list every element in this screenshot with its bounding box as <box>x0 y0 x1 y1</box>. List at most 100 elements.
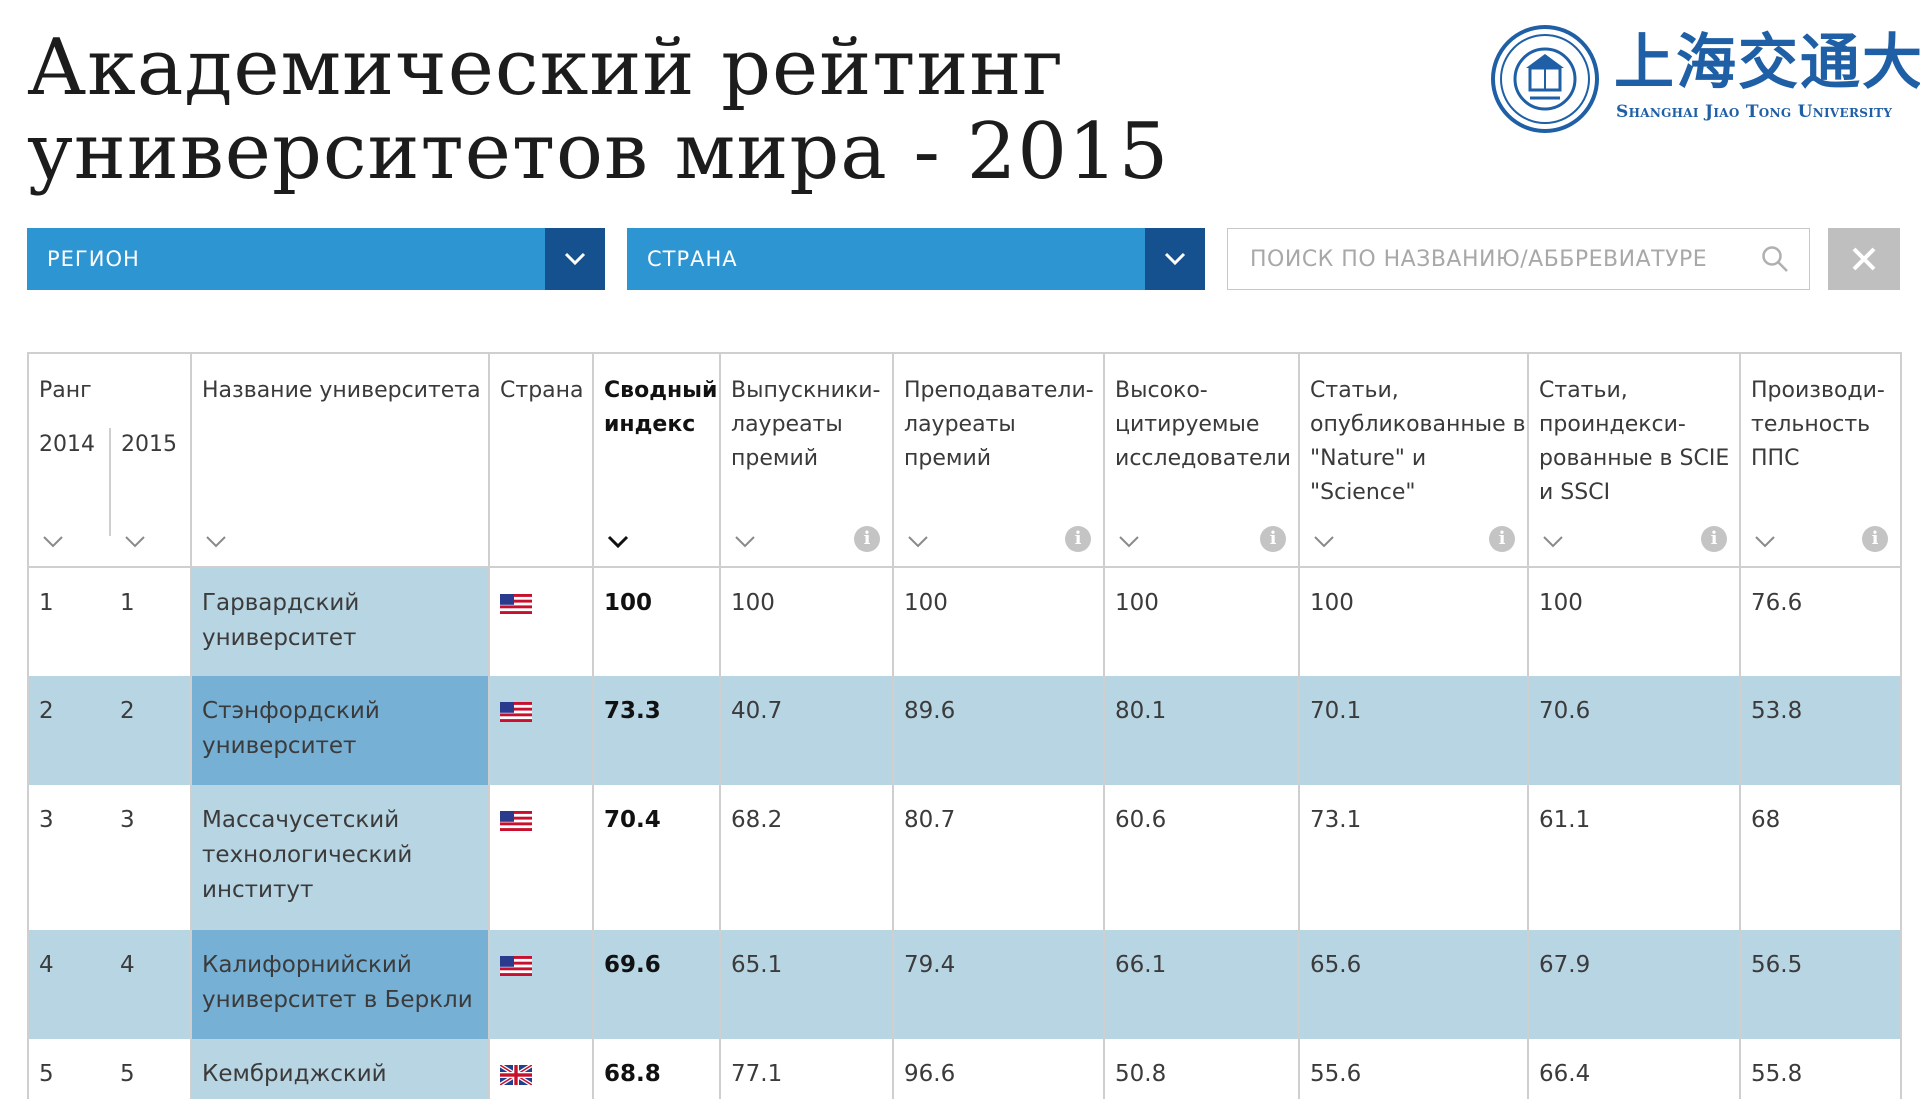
alumni-cell: 77.1 <box>719 1039 895 1099</box>
sort-chevron-icon[interactable] <box>1541 534 1565 550</box>
country-select[interactable]: СТРАНА <box>627 228 1205 290</box>
ns-cell: 55.6 <box>1298 1039 1530 1099</box>
table-row[interactable]: 2 2 Стэнфордский университет 73.3 40.7 8… <box>27 676 1903 785</box>
pcp-cell: 68 <box>1739 785 1903 930</box>
total-score-cell: 73.3 <box>592 676 722 785</box>
info-icon[interactable]: i <box>1065 526 1092 552</box>
award-cell: 79.4 <box>892 930 1106 1039</box>
rank-2015-cell: 2 <box>110 676 193 785</box>
table-row[interactable]: 1 1 Гарвардский университет 100 100 100 … <box>27 567 1903 676</box>
table-row[interactable]: 4 4 Калифорнийский университет в Беркли … <box>27 930 1903 1039</box>
university-name-cell[interactable]: Калифорнийский университет в Беркли <box>190 930 491 1039</box>
award-column-header[interactable]: Преподаватели-лауреаты премий i <box>892 352 1106 568</box>
rank-2015-header[interactable]: 2015 <box>121 432 177 457</box>
university-name-chinese: 上海交通大學 <box>1614 28 1920 98</box>
total-score-column-header[interactable]: Сводный индекс <box>592 352 722 568</box>
country-column-header[interactable]: Страна <box>488 352 595 568</box>
ns-cell: 73.1 <box>1298 785 1530 930</box>
pcp-cell: 56.5 <box>1739 930 1903 1039</box>
pub-header-label: Статьи, проиндекси-рованные в SCIE и SSC… <box>1539 378 1730 505</box>
ns-header-label: Статьи, опубликованные в "Nature" и "Sci… <box>1310 378 1526 505</box>
award-header-label: Преподаватели-лауреаты премий <box>904 378 1094 471</box>
name-column-header[interactable]: Название университета <box>190 352 491 568</box>
info-icon[interactable]: i <box>1489 526 1516 552</box>
sort-chevron-icon[interactable] <box>1117 534 1141 550</box>
university-name-cell[interactable]: Гарвардский университет <box>190 567 491 676</box>
country-header-label: Страна <box>500 378 584 403</box>
alumni-cell: 100 <box>719 567 895 676</box>
ns-column-header[interactable]: Статьи, опубликованные в "Nature" и "Sci… <box>1298 352 1530 568</box>
ns-cell: 70.1 <box>1298 676 1530 785</box>
chevron-down-icon[interactable] <box>1145 228 1205 290</box>
hici-header-label: Высоко-цитируемые исследователи <box>1115 378 1291 471</box>
clear-filters-button[interactable] <box>1828 228 1900 290</box>
hici-column-header[interactable]: Высоко-цитируемые исследователи i <box>1103 352 1301 568</box>
hici-cell: 80.1 <box>1103 676 1301 785</box>
rank-2014-header[interactable]: 2014 <box>39 432 95 457</box>
award-cell: 89.6 <box>892 676 1106 785</box>
search-input[interactable] <box>1228 229 1770 289</box>
page-title: Академический рейтинг университетов мира… <box>27 26 1169 194</box>
sort-chevron-icon[interactable] <box>906 534 930 550</box>
university-name-cell[interactable]: Стэнфордский университет <box>190 676 491 785</box>
rank-column-header[interactable]: Ранг 2014 2015 <box>26 352 193 568</box>
total-score-cell: 70.4 <box>592 785 722 930</box>
search-icon[interactable] <box>1761 245 1789 273</box>
alumni-cell: 65.1 <box>719 930 895 1039</box>
rank-2014-cell: 4 <box>27 930 110 1039</box>
region-select[interactable]: РЕГИОН <box>27 228 605 290</box>
info-icon[interactable]: i <box>854 526 881 552</box>
alumni-header-label: Выпускники-лауреаты премий <box>731 378 881 471</box>
pub-column-header[interactable]: Статьи, проиндекси-рованные в SCIE и SSC… <box>1527 352 1742 568</box>
country-cell <box>488 1039 595 1099</box>
rank-2014-cell: 2 <box>27 676 110 785</box>
sort-chevron-icon[interactable] <box>1753 534 1777 550</box>
sort-2015-chevron-icon[interactable] <box>123 534 147 550</box>
table-row[interactable]: 3 3 Массачусетский технологический инсти… <box>27 785 1903 930</box>
sort-2014-chevron-icon[interactable] <box>41 534 65 550</box>
hici-cell: 50.8 <box>1103 1039 1301 1099</box>
search-box[interactable] <box>1227 228 1810 290</box>
table-row[interactable]: 5 5 Кембриджский 68.8 77.1 96.6 50.8 55.… <box>27 1039 1903 1099</box>
us-flag-icon <box>500 702 533 722</box>
hici-cell: 60.6 <box>1103 785 1301 930</box>
region-select-label: РЕГИОН <box>47 247 140 271</box>
hici-cell: 66.1 <box>1103 930 1301 1039</box>
rank-2015-cell: 4 <box>110 930 193 1039</box>
info-icon[interactable]: i <box>1701 526 1728 552</box>
us-flag-icon <box>500 956 533 976</box>
country-select-label: СТРАНА <box>647 247 738 271</box>
university-seal-icon <box>1491 25 1599 133</box>
pub-cell: 61.1 <box>1527 785 1742 930</box>
sort-active-chevron-icon[interactable] <box>606 534 630 550</box>
pcp-cell: 55.8 <box>1739 1039 1903 1099</box>
pub-cell: 100 <box>1527 567 1742 676</box>
university-name-english: Shanghai Jiao Tong University <box>1616 102 1893 122</box>
rank-2015-cell: 5 <box>110 1039 193 1099</box>
university-name-cell[interactable]: Массачусетский технологический институт <box>190 785 491 930</box>
rank-2014-cell: 5 <box>27 1039 110 1099</box>
rank-2014-cell: 1 <box>27 567 110 676</box>
sort-chevron-icon[interactable] <box>204 534 228 550</box>
university-name-cell[interactable]: Кембриджский <box>190 1039 491 1099</box>
rank-header-label: Ранг <box>39 378 92 403</box>
pcp-column-header[interactable]: Производи-тельность ППС i <box>1739 352 1903 568</box>
us-flag-icon <box>500 811 533 831</box>
country-cell <box>488 567 595 676</box>
rank-2015-cell: 1 <box>110 567 193 676</box>
award-cell: 80.7 <box>892 785 1106 930</box>
rank-2014-cell: 3 <box>27 785 110 930</box>
ns-cell: 100 <box>1298 567 1530 676</box>
total-header-label: Сводный индекс <box>604 378 718 437</box>
sort-chevron-icon[interactable] <box>733 534 757 550</box>
alumni-column-header[interactable]: Выпускники-лауреаты премий i <box>719 352 895 568</box>
sort-chevron-icon[interactable] <box>1312 534 1336 550</box>
ranking-table: Ранг 2014 2015 Название университета Стр… <box>26 352 1903 1099</box>
chevron-down-icon[interactable] <box>545 228 605 290</box>
ns-cell: 65.6 <box>1298 930 1530 1039</box>
info-icon[interactable]: i <box>1260 526 1287 552</box>
alumni-cell: 40.7 <box>719 676 895 785</box>
alumni-cell: 68.2 <box>719 785 895 930</box>
info-icon[interactable]: i <box>1862 526 1889 552</box>
name-header-label: Название университета <box>202 378 481 403</box>
